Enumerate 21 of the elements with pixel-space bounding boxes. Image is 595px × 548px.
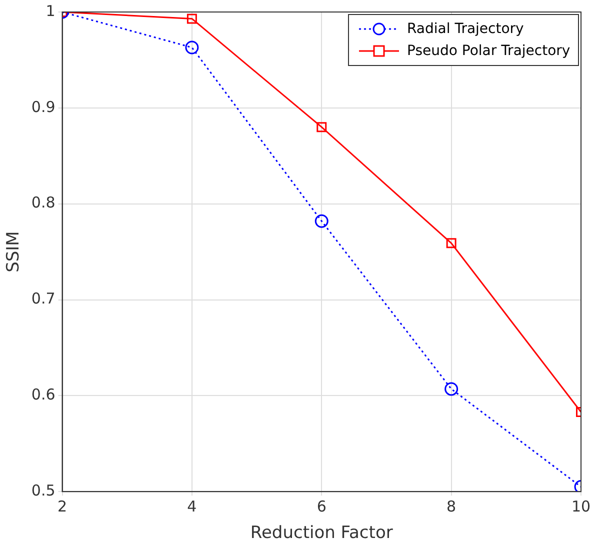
y-tick-label: 1 xyxy=(46,2,56,20)
point xyxy=(316,122,327,132)
y-tick-label: 0.7 xyxy=(31,290,56,308)
point xyxy=(444,382,458,396)
y-tick-label: 0.9 xyxy=(31,98,56,116)
x-tick-label: 4 xyxy=(187,497,197,516)
x-tick-label: 2 xyxy=(57,497,68,516)
legend-label: Radial Trajectory xyxy=(407,21,524,37)
point xyxy=(186,14,197,24)
point xyxy=(314,214,328,228)
point xyxy=(446,238,456,248)
x-tick-label: 6 xyxy=(316,497,326,516)
y-tick-label: 0.5 xyxy=(31,481,56,500)
y-tick-label: 0.6 xyxy=(31,386,56,404)
legend-label: Pseudo Polar Trajectory xyxy=(407,43,570,59)
x-axis-title: Reduction Factor xyxy=(250,523,393,544)
point xyxy=(185,40,199,54)
y-tick-label: 0.8 xyxy=(31,194,56,212)
x-tick-label: 10 xyxy=(571,497,591,516)
x-tick-label: 8 xyxy=(446,497,456,516)
y-axis-title: SSIM xyxy=(4,231,24,272)
